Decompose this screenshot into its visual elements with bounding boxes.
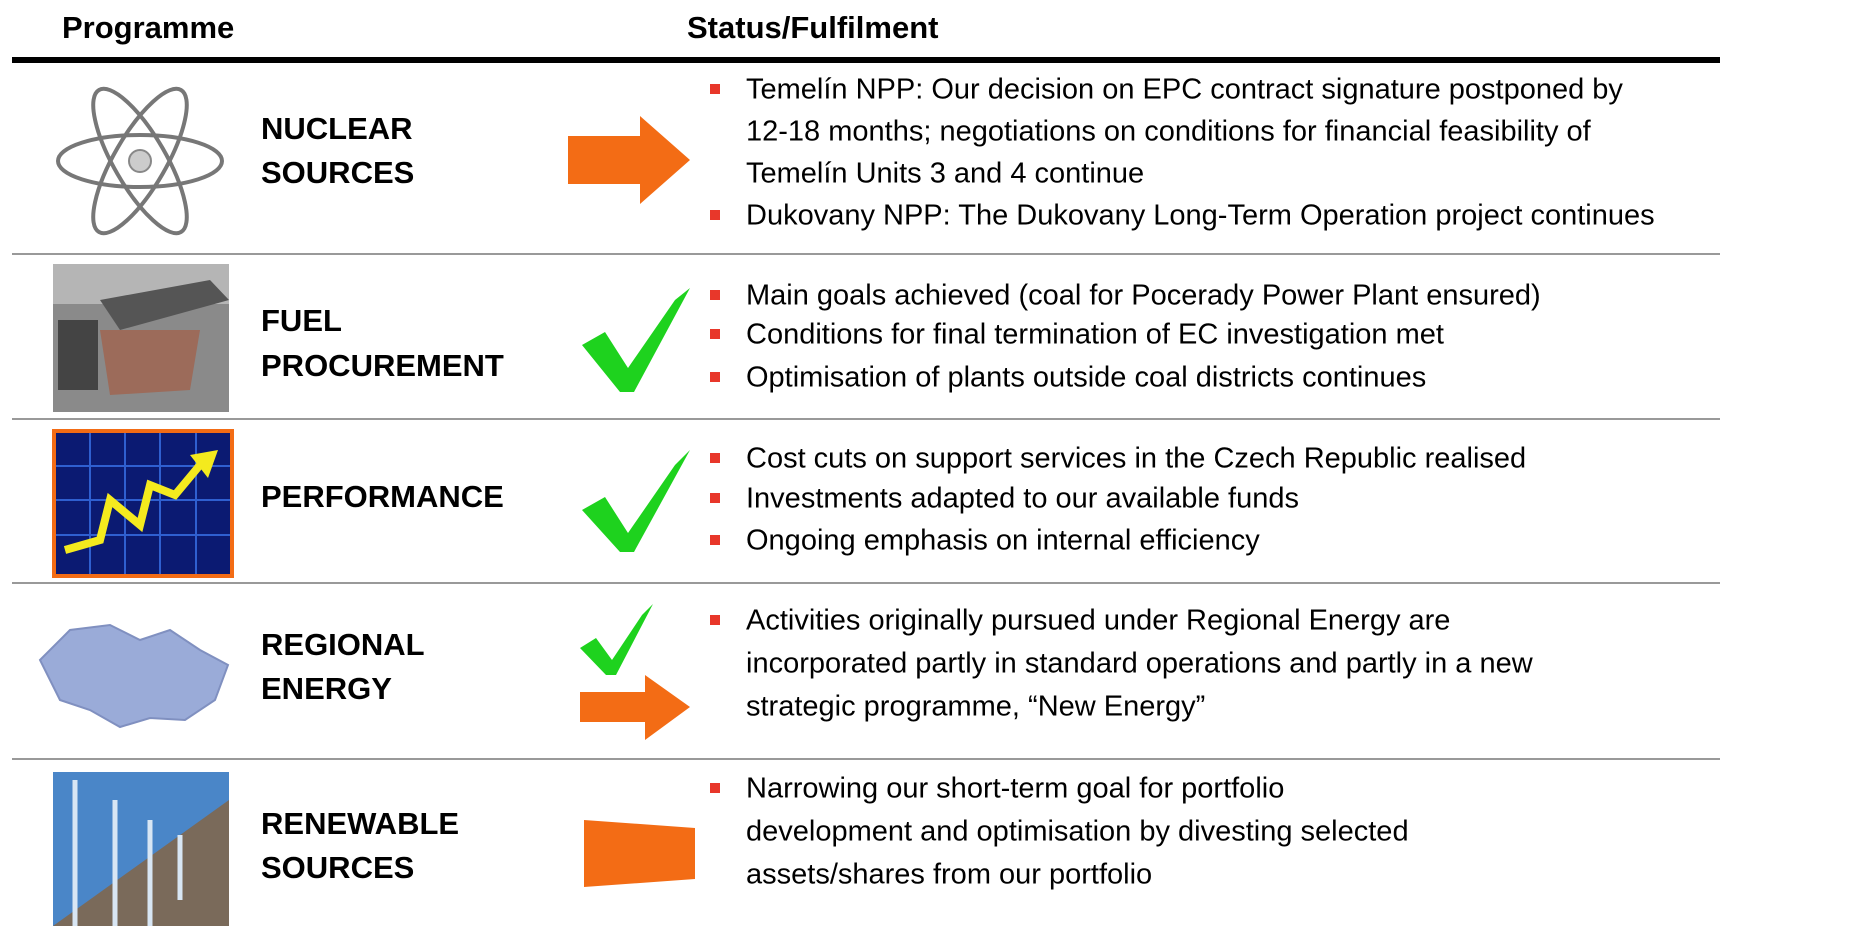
programme-label: ENERGY	[261, 671, 392, 706]
bullet-marker	[710, 210, 720, 220]
bullet-text: Optimisation of plants outside coal dist…	[746, 362, 1426, 394]
bullet-text: Temelín Units 3 and 4 continue	[746, 158, 1144, 190]
bullet-text: Activities originally pursued under Regi…	[746, 605, 1450, 637]
bullet-text: incorporated partly in standard operatio…	[746, 648, 1534, 680]
map-icon	[38, 623, 230, 729]
column-header: Status/Fulfilment	[687, 10, 938, 45]
check-icon	[582, 288, 690, 392]
bullet-marker	[710, 372, 720, 382]
bullet-text: Temelín NPP: Our decision on EPC contrac…	[746, 74, 1623, 106]
bullet-text: assets/shares from our portfolio	[746, 859, 1152, 891]
train-photo	[53, 264, 229, 412]
atom-icon	[56, 86, 224, 236]
programme-label: PROCUREMENT	[261, 348, 504, 383]
bullet-text: Ongoing emphasis on internal efficiency	[746, 525, 1260, 557]
bullet-marker	[710, 84, 720, 94]
chart-icon	[52, 429, 234, 578]
programme-label: PERFORMANCE	[261, 479, 504, 514]
status-shape	[584, 820, 695, 887]
bullet-text: Cost cuts on support services in the Cze…	[746, 443, 1526, 475]
check-icon	[580, 604, 653, 675]
arrow-icon	[568, 116, 690, 204]
bullet-marker	[710, 329, 720, 339]
programme-label: RENEWABLE	[261, 806, 459, 841]
bullet-text: Narrowing our short-term goal for portfo…	[746, 773, 1284, 805]
column-header: Programme	[62, 10, 234, 45]
bullet-text: Conditions for final termination of EC i…	[746, 319, 1444, 351]
bullet-marker	[710, 290, 720, 300]
arrow-icon	[580, 675, 690, 740]
bullet-text: strategic programme, “New Energy”	[746, 691, 1205, 723]
programme-label: SOURCES	[261, 155, 414, 190]
renewables-photo	[53, 772, 229, 926]
bullet-text: 12-18 months; negotiations on conditions…	[746, 116, 1592, 148]
check-icon	[582, 450, 690, 552]
bullet-text: Dukovany NPP: The Dukovany Long-Term Ope…	[746, 200, 1655, 232]
programme-label: REGIONAL	[261, 627, 425, 662]
bullet-marker	[710, 615, 720, 625]
bullet-text: development and optimisation by divestin…	[746, 816, 1409, 848]
bullet-marker	[710, 453, 720, 463]
bullet-marker	[710, 783, 720, 793]
bullet-text: Main goals achieved (coal for Pocerady P…	[746, 280, 1541, 312]
bullet-marker	[710, 493, 720, 503]
bullet-text: Investments adapted to our available fun…	[746, 483, 1299, 515]
programme-label: SOURCES	[261, 850, 414, 885]
programme-label: FUEL	[261, 303, 342, 338]
programme-label: NUCLEAR	[261, 111, 413, 146]
bullet-marker	[710, 535, 720, 545]
